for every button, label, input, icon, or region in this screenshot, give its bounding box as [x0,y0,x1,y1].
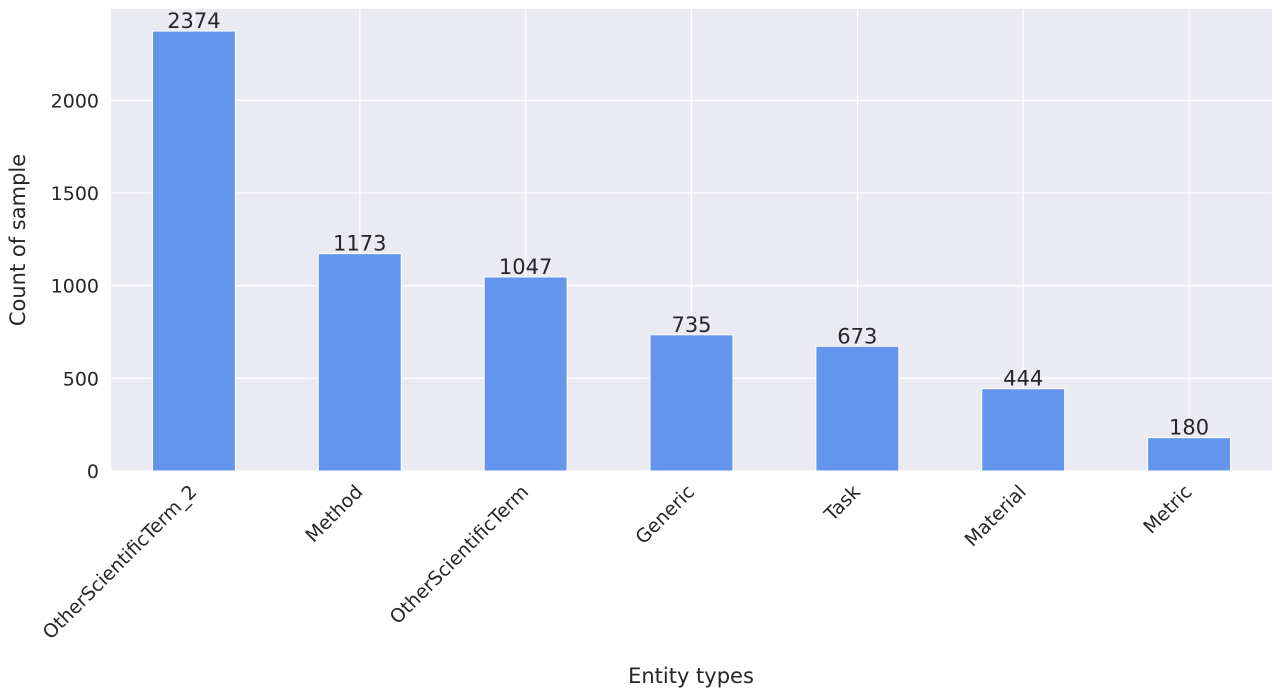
x-tick-label: Method [301,481,367,547]
bar [483,276,568,472]
bar [151,30,236,472]
y-axis-label: Count of sample [6,154,30,326]
x-tick-label: Task [820,481,865,526]
x-tick-labels: OtherScientificTerm_2 Method OtherScientif… [39,481,1197,644]
data-label: 2374 [167,9,220,33]
y-tick-label: 500 [63,368,99,390]
x-tick-label: OtherScientificTerm_2 [39,481,202,644]
x-tick-label: Generic [631,481,699,549]
y-tick-labels: 0 500 1000 1500 2000 [51,90,99,483]
y-tick-label: 2000 [51,90,99,112]
x-axis-label: Entity types [628,664,754,688]
bar [815,345,900,472]
bars [151,30,1232,472]
bar [317,253,402,472]
y-tick-label: 1000 [51,276,99,298]
data-label: 180 [1169,416,1209,440]
bar [649,334,734,472]
x-tick-label: OtherScientificTerm [386,481,534,629]
y-tick-label: 0 [87,461,99,483]
data-label: 444 [1003,367,1043,391]
bar [1147,437,1232,472]
bar [981,388,1066,472]
data-label: 1173 [333,232,386,256]
x-tick-label: Metric [1139,481,1196,538]
data-label: 673 [837,324,877,348]
data-label: 1047 [499,255,552,279]
data-labels: 2374 1173 1047 735 673 444 180 [167,9,1209,440]
y-tick-label: 1500 [51,183,99,205]
x-tick-label: Material [961,481,1031,551]
data-label: 735 [671,313,711,337]
